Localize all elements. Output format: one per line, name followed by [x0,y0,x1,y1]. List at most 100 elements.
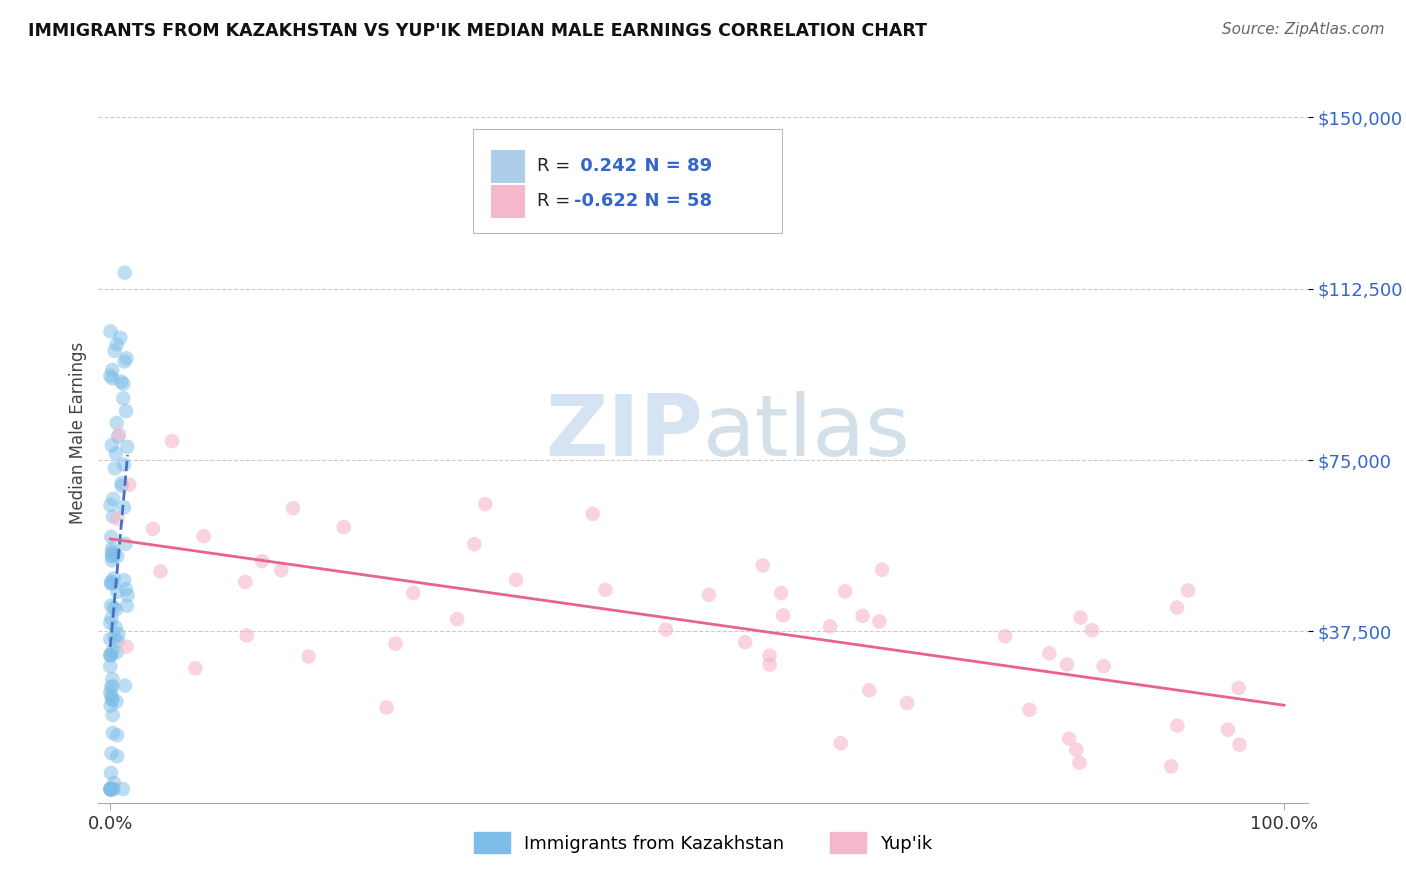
Point [100,782,122,797]
Point [333,520,356,534]
Point [100,766,122,780]
Point [101,548,124,562]
Text: ZIP: ZIP [546,391,703,475]
Point [103,571,125,585]
Legend: Immigrants from Kazakhstan, Yup'ik: Immigrants from Kazakhstan, Yup'ik [467,825,939,861]
Text: Source: ZipAtlas.com: Source: ZipAtlas.com [1222,22,1385,37]
Point [446,612,468,626]
Point [114,354,136,368]
Point [101,708,124,723]
Point [103,600,125,615]
Text: -0.622: -0.622 [574,193,638,211]
Point [103,776,125,790]
Point [830,736,852,750]
Point [117,440,139,454]
Point [758,657,780,672]
Point [103,782,125,797]
Point [105,549,128,563]
Point [101,438,124,452]
Point [101,726,124,740]
Text: atlas: atlas [703,391,911,475]
Point [110,331,132,345]
Point [98,686,121,700]
Point [100,746,122,760]
Point [1056,657,1078,672]
Point [100,782,122,797]
Point [100,530,122,544]
Point [772,608,794,623]
Point [1064,742,1087,756]
Point [375,700,398,714]
Point [98,615,121,630]
Point [100,324,122,338]
Point [1166,600,1188,615]
Point [114,679,136,693]
Point [770,586,793,600]
Point [110,375,132,389]
Point [236,628,259,642]
Point [1081,624,1104,638]
Point [111,782,134,797]
Point [114,266,136,280]
Point [100,574,122,589]
Point [101,549,124,564]
Point [1166,718,1188,732]
Point [108,427,131,442]
Point [105,416,128,430]
Point [110,476,132,491]
Point [852,608,875,623]
Point [1018,703,1040,717]
Point [100,648,122,663]
Point [101,644,124,658]
Point [100,648,122,663]
Point [100,782,122,797]
Point [100,648,122,662]
Text: N = 89: N = 89 [631,158,711,176]
Point [474,497,496,511]
Point [281,501,304,516]
Point [100,599,122,613]
FancyBboxPatch shape [492,185,526,218]
Point [142,522,165,536]
Point [100,782,122,797]
Point [595,582,617,597]
Point [734,635,756,649]
Point [270,563,292,577]
Point [114,537,136,551]
Point [1069,756,1091,770]
Point [505,573,527,587]
Point [104,621,127,635]
Point [160,434,183,449]
Point [463,537,485,551]
Point [101,371,124,385]
Point [115,582,138,596]
Point [298,649,321,664]
Point [101,541,124,556]
Point [101,509,124,524]
Point [100,576,122,591]
Point [112,392,135,406]
Point [1216,723,1239,737]
Point [1038,646,1060,660]
Point [101,782,124,797]
Point [105,749,128,764]
Point [112,573,135,587]
Point [870,563,893,577]
Point [1227,681,1250,695]
FancyBboxPatch shape [474,129,782,233]
Text: 0.242: 0.242 [574,158,637,176]
Point [697,588,720,602]
Point [115,404,138,418]
Text: N = 58: N = 58 [631,193,711,211]
Point [112,376,135,391]
Point [105,695,128,709]
Point [233,574,256,589]
Point [1057,731,1080,746]
Point [384,637,406,651]
Point [101,692,124,706]
Point [184,661,207,675]
Point [751,558,773,573]
Point [107,634,129,648]
Point [100,498,122,512]
Point [1069,610,1091,624]
